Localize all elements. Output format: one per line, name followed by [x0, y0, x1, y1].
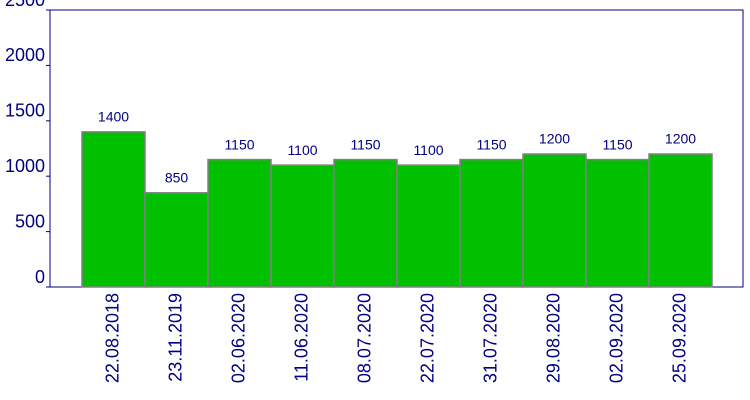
- value-label: 850: [165, 170, 189, 186]
- y-tick-label: 2500: [5, 0, 45, 10]
- value-label: 1400: [98, 109, 129, 125]
- value-label: 1100: [413, 142, 443, 158]
- value-label: 1150: [224, 136, 254, 152]
- bar: [522, 153, 587, 288]
- x-tick-label: 31.07.2020: [480, 293, 500, 383]
- bar: [648, 153, 713, 288]
- x-tick-label: 23.11.2019: [165, 293, 185, 382]
- x-tick-label: 08.07.2020: [354, 293, 374, 383]
- bar: [270, 164, 335, 288]
- value-label: 1100: [287, 142, 317, 158]
- y-tick-label: 1000: [5, 156, 45, 176]
- x-tick-label: 02.09.2020: [606, 293, 626, 383]
- bar: [144, 192, 209, 288]
- y-tick-label: 1500: [5, 101, 45, 121]
- x-tick-label: 22.07.2020: [417, 293, 437, 383]
- value-label: 1200: [539, 131, 570, 147]
- value-label: 1150: [476, 136, 506, 152]
- x-tick-label: 29.08.2020: [543, 293, 563, 383]
- value-label: 1200: [665, 131, 696, 147]
- x-tick-label: 02.06.2020: [228, 293, 248, 383]
- bar: [207, 158, 272, 288]
- x-tick-label: 22.08.2018: [102, 293, 122, 383]
- bar: [459, 158, 524, 288]
- x-tick-label: 25.09.2020: [669, 293, 689, 383]
- value-label: 1150: [602, 136, 632, 152]
- y-tick-label: 0: [35, 267, 45, 287]
- bar: [81, 131, 146, 288]
- bar: [396, 164, 461, 288]
- x-tick-label: 11.06.2020: [291, 293, 311, 382]
- value-label: 1150: [350, 136, 380, 152]
- y-tick-label: 2000: [5, 45, 45, 65]
- bar: [585, 158, 650, 288]
- y-tick-label: 500: [15, 211, 45, 231]
- bar: [333, 158, 398, 288]
